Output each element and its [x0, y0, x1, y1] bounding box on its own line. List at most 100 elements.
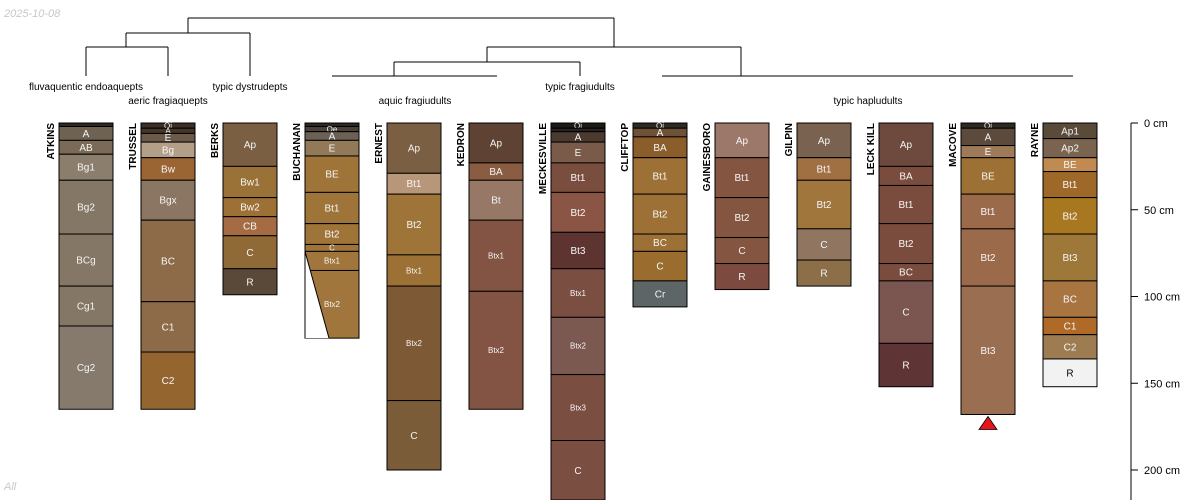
horizon-label: Bt1: [734, 173, 749, 184]
horizon-label: R: [738, 272, 745, 283]
horizon-label: C: [738, 246, 745, 257]
horizon-label: Bt1: [570, 173, 585, 184]
horizon-bt: [468, 179, 524, 221]
profile-gainesboro: GAINESBORO Ap Bt1 Bt2 C R: [702, 122, 770, 291]
dendrogram: [85, 17, 1073, 77]
horizon-btx2: [468, 290, 524, 410]
horizon-label: Bt3: [1062, 253, 1077, 264]
horizon-label: Bw2: [240, 203, 260, 214]
horizon-label: Btx2: [488, 346, 505, 355]
horizon-bg2: [58, 179, 114, 235]
horizon-bt3: [960, 285, 1016, 415]
horizon-label: C: [410, 431, 417, 442]
horizon-label: BE: [325, 170, 339, 181]
horizon-label: Bg1: [77, 163, 95, 174]
profile-kedron: KEDRON Ap BA Bt Btx1 Btx2: [456, 122, 524, 410]
horizon-label: Bg: [162, 145, 174, 156]
profile-leck-kill: LECK KILL Ap BA Bt1 Bt2 BC C R: [866, 122, 934, 388]
axis-tick-label: 50 cm: [1144, 205, 1174, 217]
horizon-label: Btx1: [324, 257, 341, 266]
horizon-label: Btx1: [488, 252, 505, 261]
horizon-label: Cr: [655, 289, 666, 300]
taxonomy-group-label: typic hapludults: [834, 96, 903, 107]
horizon-label: R: [820, 269, 827, 280]
taxonomy-group-labels: fluvaquentic endoaquepts aeric fragiaquep…: [29, 82, 902, 107]
horizon-label: C: [820, 240, 827, 251]
horizon-label: BA: [653, 143, 667, 154]
horizon-label: Cg1: [77, 302, 96, 313]
horizon-cr: [632, 280, 688, 308]
depth-axis: 0 cm 50 cm 100 cm 150 cm 200 cm: [1130, 118, 1180, 500]
horizon-oe: [550, 127, 606, 133]
horizon-label: Btx2: [324, 300, 341, 309]
horizon-c2: [140, 351, 196, 410]
horizon-label: Bt: [491, 196, 501, 207]
horizon-label: C: [574, 466, 581, 477]
horizon-label: E: [329, 144, 336, 155]
horizon-label: Oi: [574, 121, 582, 130]
horizon-label: Bt1: [980, 207, 995, 218]
horizon-c: [714, 237, 770, 265]
horizon-label: Bgx: [159, 196, 176, 207]
horizon-label: Bt1: [1062, 180, 1077, 191]
horizon-bt3: [550, 231, 606, 270]
horizon-label: Bt1: [324, 204, 339, 215]
horizon-ap: [222, 122, 278, 167]
horizon-label: Bt1: [406, 179, 421, 190]
taxonomy-group-label: typic dystrudepts: [212, 82, 287, 93]
horizon-bt1: [714, 157, 770, 199]
horizon-label: C: [329, 244, 335, 253]
profile-name: MECKESVILLE: [538, 123, 549, 194]
horizon-ap: [714, 122, 770, 159]
horizon-c: [386, 400, 442, 471]
horizon-label: E: [575, 148, 582, 159]
horizon-c2: [1042, 334, 1098, 360]
horizon-label: C: [902, 308, 909, 319]
horizon-label: Ap: [408, 144, 421, 155]
horizon-label: BC: [1063, 295, 1077, 306]
date-label: 2025-10-08: [4, 8, 61, 20]
horizon-bw1: [222, 165, 278, 199]
horizon-label: Bw1: [240, 177, 260, 188]
horizon-label: Ap2: [1061, 144, 1079, 155]
horizon-bt2: [960, 228, 1016, 287]
horizon-label: Ap: [490, 138, 503, 149]
horizon-label: BE: [981, 171, 995, 182]
horizon-label: BE: [1063, 160, 1077, 171]
horizon-label: C: [246, 248, 253, 259]
profile-name: KEDRON: [456, 123, 467, 166]
profile-name: GILPIN: [784, 123, 795, 156]
horizon-label: A: [329, 132, 336, 143]
horizon-bt2: [878, 223, 934, 265]
profile-name: TRUSSEL: [128, 123, 139, 170]
horizon-label: C2: [1064, 342, 1077, 353]
horizon-btx2: [550, 316, 606, 376]
taxonomy-group-label: aeric fragiaquepts: [128, 96, 208, 107]
horizon-bt1: [632, 157, 688, 195]
horizon-btx2: [386, 285, 442, 402]
horizon-label: Btx1: [570, 289, 587, 298]
horizon-label: Ap: [818, 136, 831, 147]
profile-name: GAINESBORO: [702, 123, 713, 192]
horizon-label: Btx3: [570, 403, 587, 412]
profile-name: ERNEST: [374, 123, 385, 164]
horizon-ap: [796, 122, 852, 159]
horizon-label: R: [246, 277, 253, 288]
boundary-line: [304, 251, 330, 339]
horizon-label: CB: [243, 222, 257, 233]
horizon-label: Bt2: [570, 208, 585, 219]
horizon-label: Ap: [736, 136, 749, 147]
horizon-label: Bt2: [980, 253, 995, 264]
horizon-r: [796, 259, 852, 287]
horizon-c: [550, 440, 606, 500]
horizon-label: Bt2: [652, 210, 667, 221]
horizon-bt1: [304, 191, 360, 225]
horizon-r: [714, 263, 770, 291]
profile-berks: BERKS Ap Bw1 Bw2 CB C R: [210, 122, 278, 296]
horizon-label: E: [165, 133, 172, 144]
profile-meckesville: MECKESVILLE Oi AE Bt1 Bt2 Bt3 Btx1 Btx2 Btx3 C: [538, 121, 606, 500]
horizon-label: C1: [162, 322, 175, 333]
horizon-label: Bg2: [77, 203, 95, 214]
